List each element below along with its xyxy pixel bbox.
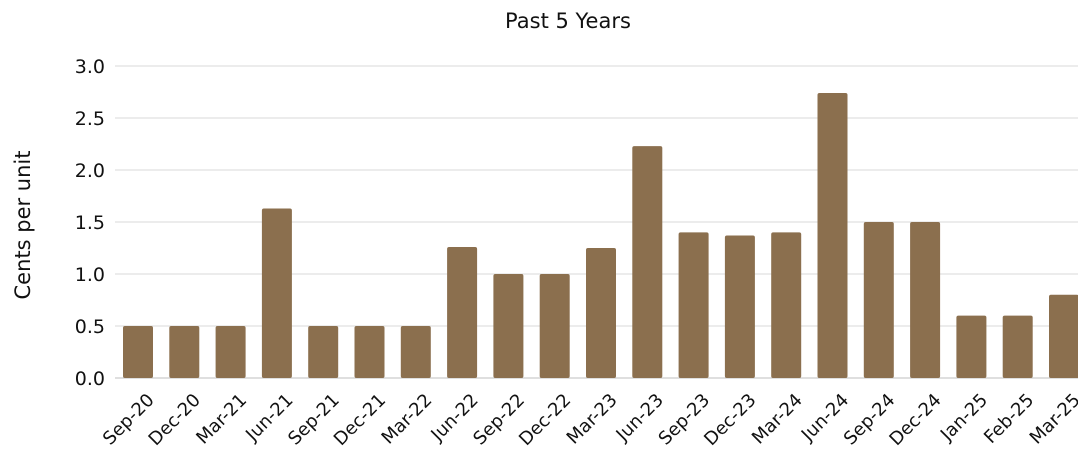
bar bbox=[586, 248, 616, 378]
bar bbox=[261, 208, 292, 378]
bar bbox=[215, 326, 246, 378]
x-tick-label: Dec-22 bbox=[515, 390, 575, 450]
y-tick-label: 3.0 bbox=[75, 56, 105, 78]
y-tick-labels: 0.0 0.5 1.0 1.5 2.0 2.5 3.0 bbox=[75, 56, 105, 390]
x-tick-label: Dec-24 bbox=[885, 390, 945, 450]
bar bbox=[632, 146, 663, 378]
bar bbox=[539, 274, 570, 378]
y-tick-label: 2.0 bbox=[75, 160, 105, 182]
bar bbox=[724, 235, 755, 378]
bars bbox=[123, 93, 1078, 378]
x-tick-labels: Sep-20Dec-20Mar-21Jun-21Sep-21Dec-21Mar-… bbox=[99, 390, 1078, 450]
x-tick-label: Mar-25 bbox=[1026, 390, 1078, 449]
x-tick-label: Dec-23 bbox=[700, 390, 760, 450]
bar bbox=[817, 93, 848, 378]
x-tick-label: Mar-24 bbox=[748, 390, 807, 449]
y-tick-label: 0.0 bbox=[75, 368, 105, 390]
bar bbox=[1049, 294, 1078, 378]
bar bbox=[447, 247, 478, 378]
bar bbox=[863, 222, 894, 378]
bar bbox=[493, 274, 524, 378]
y-tick-label: 2.5 bbox=[75, 108, 105, 130]
bar bbox=[123, 326, 153, 378]
bar bbox=[956, 315, 987, 378]
y-tick-label: 0.5 bbox=[75, 316, 105, 338]
bar bbox=[771, 232, 802, 378]
bar bbox=[1002, 315, 1033, 378]
y-tick-label: 1.0 bbox=[75, 264, 105, 286]
bar bbox=[678, 232, 709, 378]
x-tick-label: Mar-23 bbox=[563, 390, 622, 449]
bar bbox=[308, 326, 339, 378]
x-tick-label: Feb-25 bbox=[980, 390, 1038, 448]
bar bbox=[354, 326, 385, 378]
x-tick-label: Mar-21 bbox=[192, 390, 251, 449]
x-tick-label: Dec-21 bbox=[330, 390, 390, 450]
chart-title: Past 5 Years bbox=[505, 9, 631, 33]
bar bbox=[910, 222, 941, 378]
y-tick-label: 1.5 bbox=[75, 212, 105, 234]
x-tick-label: Mar-22 bbox=[378, 390, 437, 449]
y-axis-label: Cents per unit bbox=[11, 151, 35, 300]
bar bbox=[169, 326, 200, 378]
x-tick-label: Dec-20 bbox=[145, 390, 205, 450]
bar bbox=[400, 326, 431, 378]
